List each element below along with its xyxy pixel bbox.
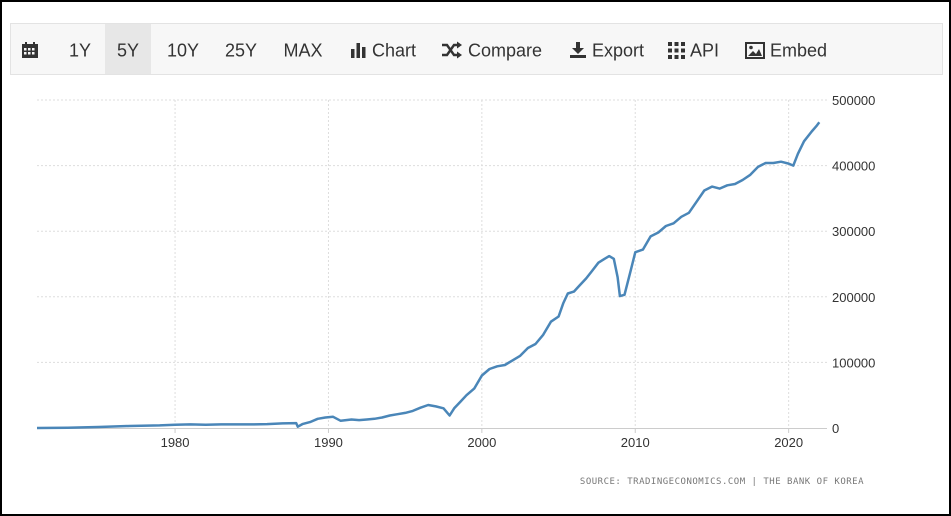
- x-tick-label: 2000: [467, 435, 496, 450]
- compare-button[interactable]: Compare: [441, 24, 542, 74]
- chart-type-button[interactable]: Chart: [349, 24, 416, 74]
- series-line: [36, 121, 821, 430]
- y-tick-label: 0: [832, 421, 839, 436]
- range-5y-button[interactable]: 5Y: [105, 24, 151, 74]
- y-tick-label: 300000: [832, 224, 875, 239]
- grid-icon: [668, 41, 685, 59]
- api-button[interactable]: API: [668, 24, 719, 74]
- y-tick-label: 500000: [832, 93, 875, 108]
- x-tick-label: 1990: [314, 435, 343, 450]
- y-tick-label: 200000: [832, 290, 875, 305]
- range-25y-button[interactable]: 25Y: [224, 40, 258, 61]
- y-tick-label: 400000: [832, 159, 875, 174]
- export-button[interactable]: Export: [569, 24, 644, 74]
- toolbar: 1Y 5Y 10Y 25Y MAX Chart: [10, 23, 943, 75]
- y-tick-label: 100000: [832, 355, 875, 370]
- x-tick-label: 1980: [161, 435, 190, 450]
- x-tick-label: 2020: [774, 435, 803, 450]
- download-icon: [570, 42, 586, 59]
- calendar-button[interactable]: [21, 24, 45, 74]
- shuffle-icon: [442, 41, 462, 59]
- image-icon: [745, 41, 765, 59]
- x-tick-label: 2010: [621, 435, 650, 450]
- calendar-icon: [22, 42, 38, 59]
- range-1y-button[interactable]: 1Y: [68, 40, 92, 61]
- bar-chart-icon: [351, 43, 366, 59]
- embed-button[interactable]: Embed: [745, 24, 827, 74]
- range-10y-button[interactable]: 10Y: [166, 40, 200, 61]
- range-max-button[interactable]: MAX: [283, 40, 323, 61]
